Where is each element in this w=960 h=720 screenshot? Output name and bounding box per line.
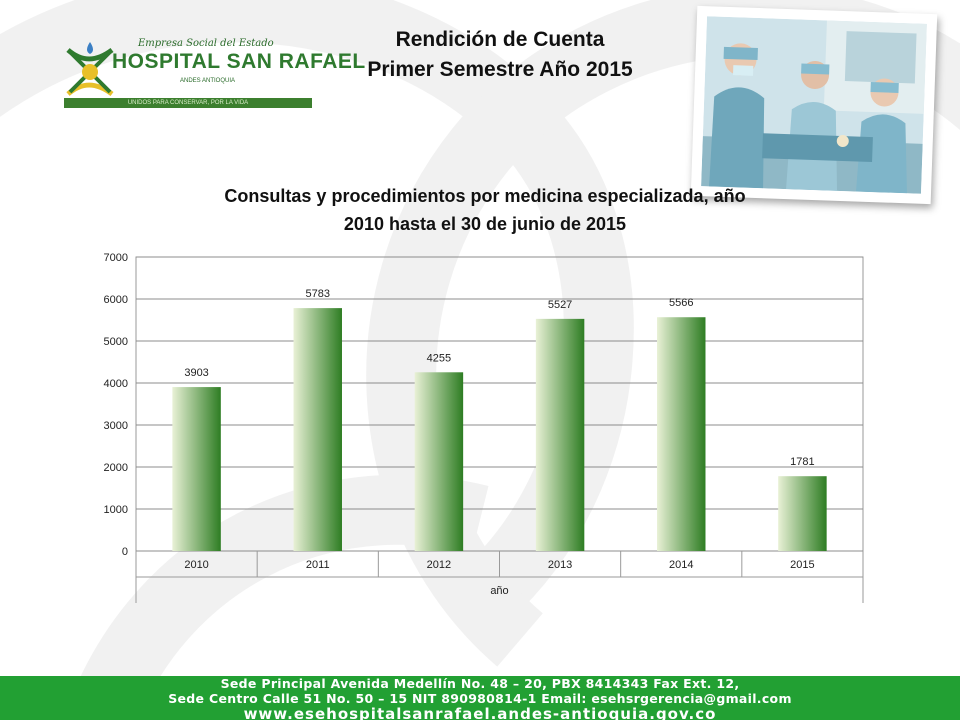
x-tick-label: 2010 <box>184 559 208 571</box>
slide-title: Rendición de Cuenta <box>395 28 605 51</box>
x-tick-label: 2011 <box>306 559 330 571</box>
data-label: 5527 <box>548 299 572 311</box>
data-label: 5566 <box>669 297 693 309</box>
x-axis-label: año <box>490 585 508 597</box>
bar-2015 <box>778 476 827 551</box>
plot-area-border <box>135 256 864 552</box>
logo-emblem-icon <box>66 42 114 97</box>
photo-frame <box>690 5 938 205</box>
x-tick-label: 2012 <box>427 559 451 571</box>
footer-banner: Sede Principal Avenida Medellín No. 48 –… <box>0 676 960 720</box>
footer-address-main: Sede Principal Avenida Medellín No. 48 –… <box>220 676 740 691</box>
data-label: 1781 <box>790 456 814 468</box>
logo-slogan: UNIDOS PARA CONSERVAR, POR LA VIDA <box>64 98 312 108</box>
y-tick-label: 5000 <box>104 336 128 348</box>
y-tick-label: 0 <box>122 546 128 558</box>
data-label: 5783 <box>306 288 330 300</box>
hospital-logo: Empresa Social del Estado HOSPITAL SAN R… <box>60 38 365 114</box>
bar-chart: 0 1000 2000 3000 4000 5000 6000 7000 2010 2011 201… <box>104 252 864 603</box>
y-tick-label: 4000 <box>104 378 128 390</box>
y-tick-label: 1000 <box>104 504 128 516</box>
footer-address-center: Sede Centro Calle 51 No. 50 – 15 NIT 890… <box>168 691 792 706</box>
bar-2012 <box>414 372 464 551</box>
bar-2010 <box>172 387 221 551</box>
bar-2013 <box>535 318 585 551</box>
data-label: 4255 <box>427 352 451 364</box>
logo-subtitle: Empresa Social del Estado <box>138 38 274 49</box>
y-tick-label: 3000 <box>104 420 128 432</box>
y-tick-label: 6000 <box>104 294 128 306</box>
logo-location: ANDES ANTIOQUIA <box>180 78 236 84</box>
chart-title-continued: 2010 hasta el 30 de junio de 2015 <box>343 214 627 234</box>
y-tick-label: 7000 <box>104 252 128 264</box>
y-tick-label: 2000 <box>104 462 128 474</box>
bar-2014 <box>657 317 706 551</box>
footer-website-link[interactable]: www.esehospitalsanrafael.andes-antioquia… <box>243 705 717 720</box>
chart-title: Consultas y procedimientos por medicina … <box>224 186 746 206</box>
surgical-team-photo <box>701 16 927 194</box>
x-tick-label: 2015 <box>790 559 814 571</box>
logo-name: HOSPITAL SAN RAFAEL <box>112 50 366 73</box>
x-tick-label: 2014 <box>669 559 693 571</box>
x-tick-label: 2013 <box>548 559 572 571</box>
data-label: 3903 <box>184 367 208 379</box>
bar-2011 <box>293 308 342 551</box>
slide-subtitle: Primer Semestre Año 2015 <box>367 58 633 81</box>
